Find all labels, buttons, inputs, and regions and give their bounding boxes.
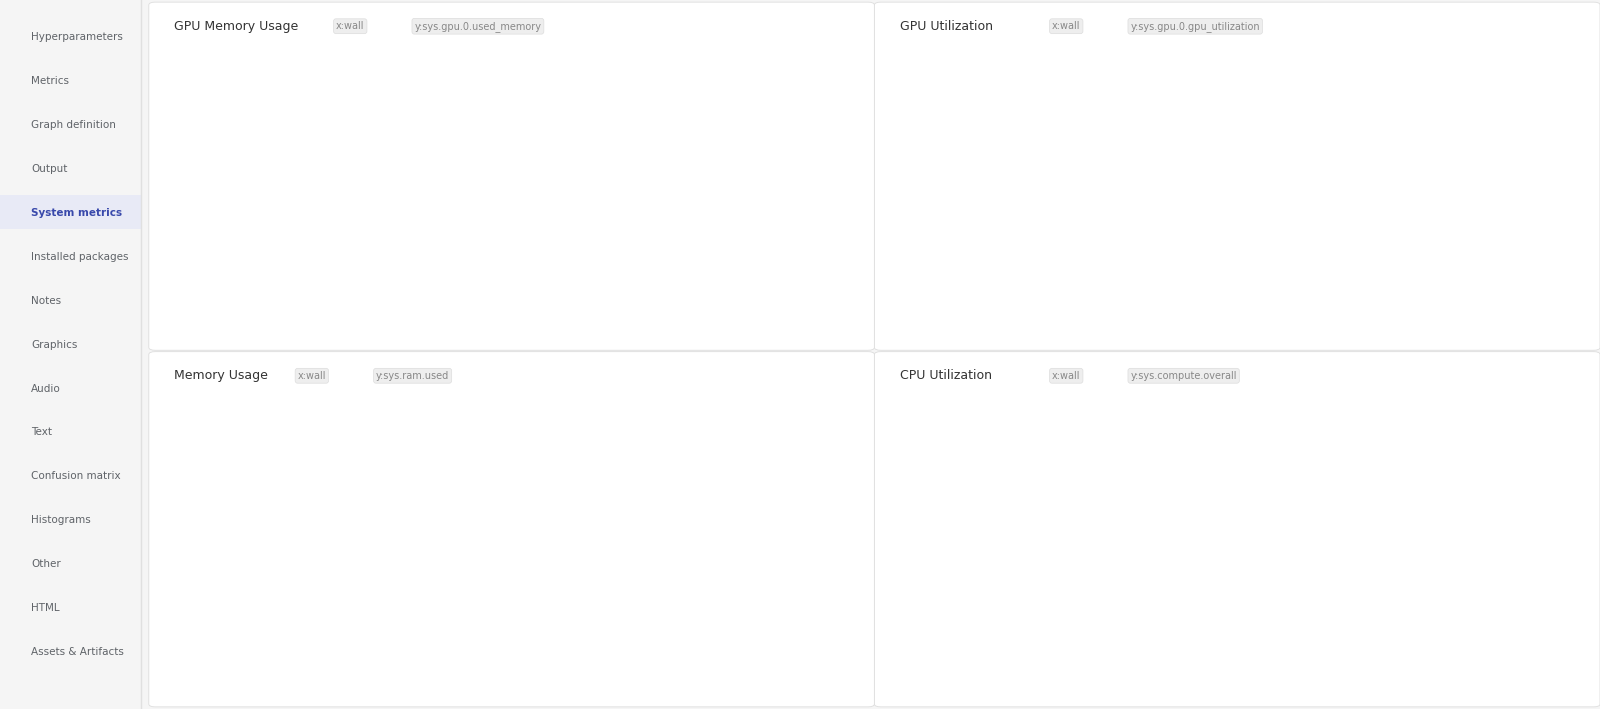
Text: Output: Output (30, 164, 67, 174)
Text: HTML: HTML (30, 603, 59, 613)
Text: y:sys.compute.overall: y:sys.compute.overall (1130, 371, 1237, 381)
Text: Hyperparameters: Hyperparameters (30, 32, 123, 42)
Text: Audio: Audio (30, 384, 61, 393)
Text: GPU Memory Usage: GPU Memory Usage (174, 20, 299, 33)
Text: Memory Usage: Memory Usage (174, 369, 269, 382)
Text: y:sys.ram.used: y:sys.ram.used (376, 371, 450, 381)
Text: Metrics: Metrics (30, 76, 69, 86)
Text: Text: Text (30, 428, 51, 437)
Text: Graphics: Graphics (30, 340, 77, 350)
Text: Installed packages: Installed packages (30, 252, 128, 262)
Text: Histograms: Histograms (30, 515, 91, 525)
FancyBboxPatch shape (0, 195, 141, 229)
Text: x:wall: x:wall (1053, 21, 1080, 31)
Text: Graph definition: Graph definition (30, 120, 115, 130)
Text: x:wall: x:wall (1053, 371, 1080, 381)
Text: x:wall: x:wall (336, 21, 365, 31)
Text: y:sys.gpu.0.gpu_utilization: y:sys.gpu.0.gpu_utilization (1130, 21, 1261, 32)
Text: Assets & Artifacts: Assets & Artifacts (30, 647, 123, 657)
Text: CPU Utilization: CPU Utilization (899, 369, 992, 382)
Text: Notes: Notes (30, 296, 61, 306)
Text: GPU Utilization: GPU Utilization (899, 20, 994, 33)
Legend: sys.compute.overall, sys.compute.utilized: sys.compute.overall, sys.compute.utilize… (1434, 398, 1576, 431)
Text: y:sys.gpu.0.used_memory: y:sys.gpu.0.used_memory (414, 21, 541, 32)
Text: Confusion matrix: Confusion matrix (30, 471, 120, 481)
Text: System metrics: System metrics (30, 208, 122, 218)
Text: x:wall: x:wall (298, 371, 326, 381)
Text: Other: Other (30, 559, 61, 569)
